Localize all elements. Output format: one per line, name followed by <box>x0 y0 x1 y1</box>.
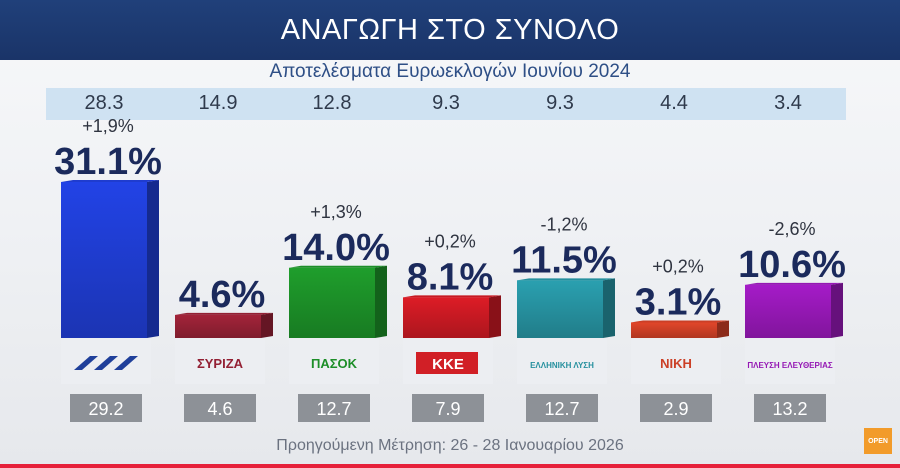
bar <box>175 314 261 338</box>
party-logo-tile <box>745 338 835 384</box>
party-logo-text: ΕΛΛΗΝΙΚΗ ΛΥΣΗ <box>530 361 594 370</box>
bar <box>745 284 831 338</box>
value-label: 3.1% <box>635 281 722 323</box>
previous-value: 2.9 <box>663 399 688 419</box>
bar-side <box>831 282 843 338</box>
bar-top <box>403 295 501 298</box>
bar-top <box>175 312 273 315</box>
euro-2024-value: 28.3 <box>84 92 124 114</box>
previous-value: 29.2 <box>88 399 123 419</box>
bar <box>61 182 147 338</box>
bar <box>631 322 717 338</box>
value-label: 11.5% <box>511 239 617 281</box>
value-label: 31.1% <box>54 141 162 183</box>
previous-value-box <box>70 394 142 422</box>
bar <box>403 297 489 338</box>
kke-logo-box <box>416 352 478 374</box>
change-label: +1,9% <box>82 116 134 136</box>
previous-value: 12.7 <box>544 399 579 419</box>
previous-value: 12.7 <box>316 399 351 419</box>
euro-results-strip <box>46 88 846 120</box>
party-logo-tile <box>631 338 721 384</box>
bar-side <box>147 180 159 338</box>
previous-value: 13.2 <box>772 399 807 419</box>
party-logo-text: ΠΛΕΥΣΗ ΕΛΕΥΘΕΡΙΑΣ <box>747 361 833 370</box>
euro-2024-value: 9.3 <box>432 92 460 114</box>
bar <box>289 267 375 338</box>
value-label: 4.6% <box>179 274 266 316</box>
nd-logo-mark <box>74 356 98 370</box>
party-logo-text: ΝΙΚΗ <box>660 356 692 371</box>
party-logo-text: ΚΚΕ <box>432 356 464 373</box>
change-label: +0,2% <box>424 231 476 251</box>
change-label: -2,6% <box>768 219 815 239</box>
previous-measurement-note: Προηγούμενη Μέτρηση: 26 - 28 Ιανουαρίου … <box>276 437 624 454</box>
previous-value-box <box>298 394 370 422</box>
bar-side <box>261 312 273 338</box>
channel-logo: OPEN <box>864 428 892 454</box>
party-logo-tile <box>175 338 265 384</box>
change-label: +1,3% <box>310 202 362 222</box>
nd-logo-mark <box>114 356 138 370</box>
bar-top <box>517 278 615 281</box>
previous-value-box <box>184 394 256 422</box>
bottom-accent-line <box>0 464 900 468</box>
party-logo-text: ΣΥΡΙΖΑ <box>197 356 244 371</box>
value-label: 8.1% <box>407 256 494 298</box>
bar-top <box>631 320 729 323</box>
nd-logo-mark <box>94 356 118 370</box>
bar-side <box>375 265 387 338</box>
bar-top <box>289 265 387 268</box>
previous-value-box <box>754 394 826 422</box>
change-label: +0,2% <box>652 256 704 276</box>
bar <box>517 280 603 338</box>
chart-subtitle: Αποτελέσματα Ευρωεκλογών Ιουνίου 2024 <box>269 61 631 82</box>
bar-side <box>717 320 729 338</box>
bar-top <box>61 180 159 182</box>
previous-value-box <box>412 394 484 422</box>
change-label: -1,2% <box>540 214 587 234</box>
previous-value-box <box>526 394 598 422</box>
value-label: 10.6% <box>738 244 846 286</box>
euro-2024-value: 4.4 <box>660 92 688 114</box>
euro-2024-value: 3.4 <box>774 92 802 114</box>
bar-side <box>489 295 501 338</box>
bar-top <box>745 282 843 285</box>
euro-2024-value: 14.9 <box>198 92 238 114</box>
value-label: 14.0% <box>282 227 390 269</box>
previous-value-box <box>640 394 712 422</box>
euro-2024-value: 12.8 <box>312 92 352 114</box>
party-logo-tile <box>517 338 607 384</box>
party-logo-tile <box>289 338 379 384</box>
previous-value: 4.6 <box>207 399 232 419</box>
previous-value: 7.9 <box>435 399 460 419</box>
euro-2024-value: 9.3 <box>546 92 574 114</box>
bar-side <box>603 278 615 338</box>
party-logo-text: ΠΑΣΟΚ <box>311 356 358 371</box>
chart-title: ΑΝΑΓΩΓΗ ΣΤΟ ΣΥΝΟΛΟ <box>0 0 900 60</box>
